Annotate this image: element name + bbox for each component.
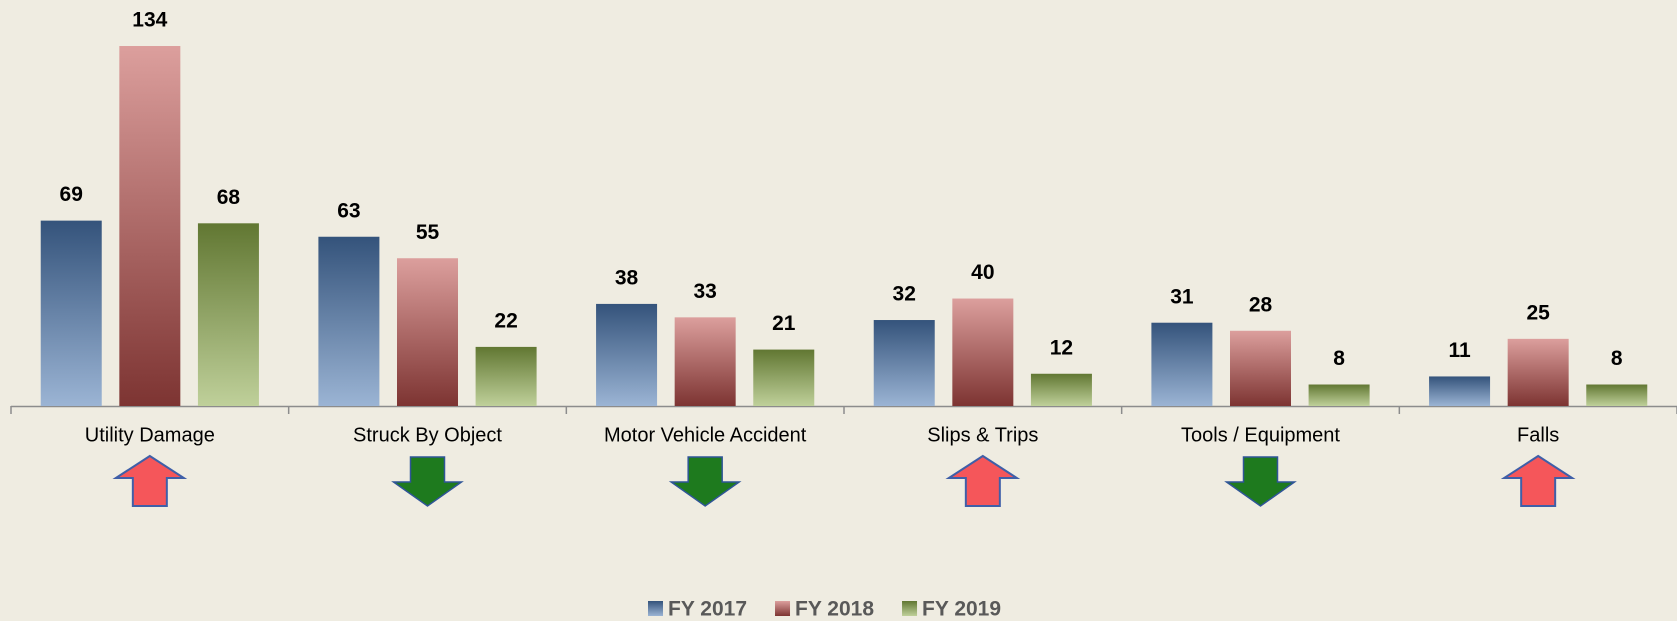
value-label: 55 <box>416 221 440 244</box>
bar <box>753 349 815 406</box>
value-label: 25 <box>1526 301 1550 324</box>
value-label: 28 <box>1249 293 1273 316</box>
value-label: 40 <box>971 261 994 284</box>
bar <box>40 220 102 406</box>
bar <box>1030 373 1092 406</box>
trend-arrow-down <box>1224 456 1297 507</box>
legend-label: FY 2017 <box>668 598 747 621</box>
value-label: 38 <box>615 266 639 289</box>
legend-swatch <box>775 601 791 616</box>
legend-label: FY 2019 <box>922 598 1001 621</box>
value-label: 8 <box>1611 347 1623 370</box>
value-label: 33 <box>693 280 716 303</box>
x-tick-label: Utility Damage <box>85 424 215 446</box>
x-tick-label: Falls <box>1517 424 1559 446</box>
legend-swatch <box>902 601 918 616</box>
bar <box>318 236 380 406</box>
value-label: 22 <box>494 309 517 332</box>
bar <box>475 346 537 406</box>
bar <box>1586 384 1648 406</box>
x-tick-label: Tools / Equipment <box>1181 424 1340 446</box>
value-label: 8 <box>1333 347 1345 370</box>
trend-arrow-up <box>945 454 1021 507</box>
bar <box>397 258 458 406</box>
value-label: 32 <box>893 283 916 306</box>
value-label: 12 <box>1050 336 1073 359</box>
bar <box>873 320 935 406</box>
trend-arrow-down <box>668 456 742 507</box>
legend-swatch <box>648 601 663 616</box>
bar <box>1151 322 1213 406</box>
bar <box>1507 338 1569 406</box>
bar <box>1230 330 1291 406</box>
trend-arrow-up <box>112 454 188 507</box>
bar <box>1308 384 1370 406</box>
trend-arrow-down <box>391 456 464 507</box>
value-label: 68 <box>217 186 241 209</box>
value-label: 63 <box>337 199 360 222</box>
bar <box>1429 376 1491 406</box>
bar <box>674 317 736 406</box>
bar <box>952 298 1014 406</box>
x-tick-label: Motor Vehicle Accident <box>604 424 807 446</box>
value-label: 134 <box>132 9 167 32</box>
bar <box>596 303 658 406</box>
value-label: 21 <box>772 312 796 335</box>
bar <box>119 46 181 406</box>
legend-label: FY 2018 <box>795 598 874 621</box>
trend-arrow-up <box>1500 454 1576 507</box>
bar <box>197 223 259 406</box>
value-label: 69 <box>60 183 83 206</box>
value-label: 11 <box>1448 339 1471 362</box>
x-tick-label: Struck By Object <box>353 424 502 446</box>
value-label: 31 <box>1170 285 1194 308</box>
x-tick-label: Slips & Trips <box>927 424 1038 446</box>
